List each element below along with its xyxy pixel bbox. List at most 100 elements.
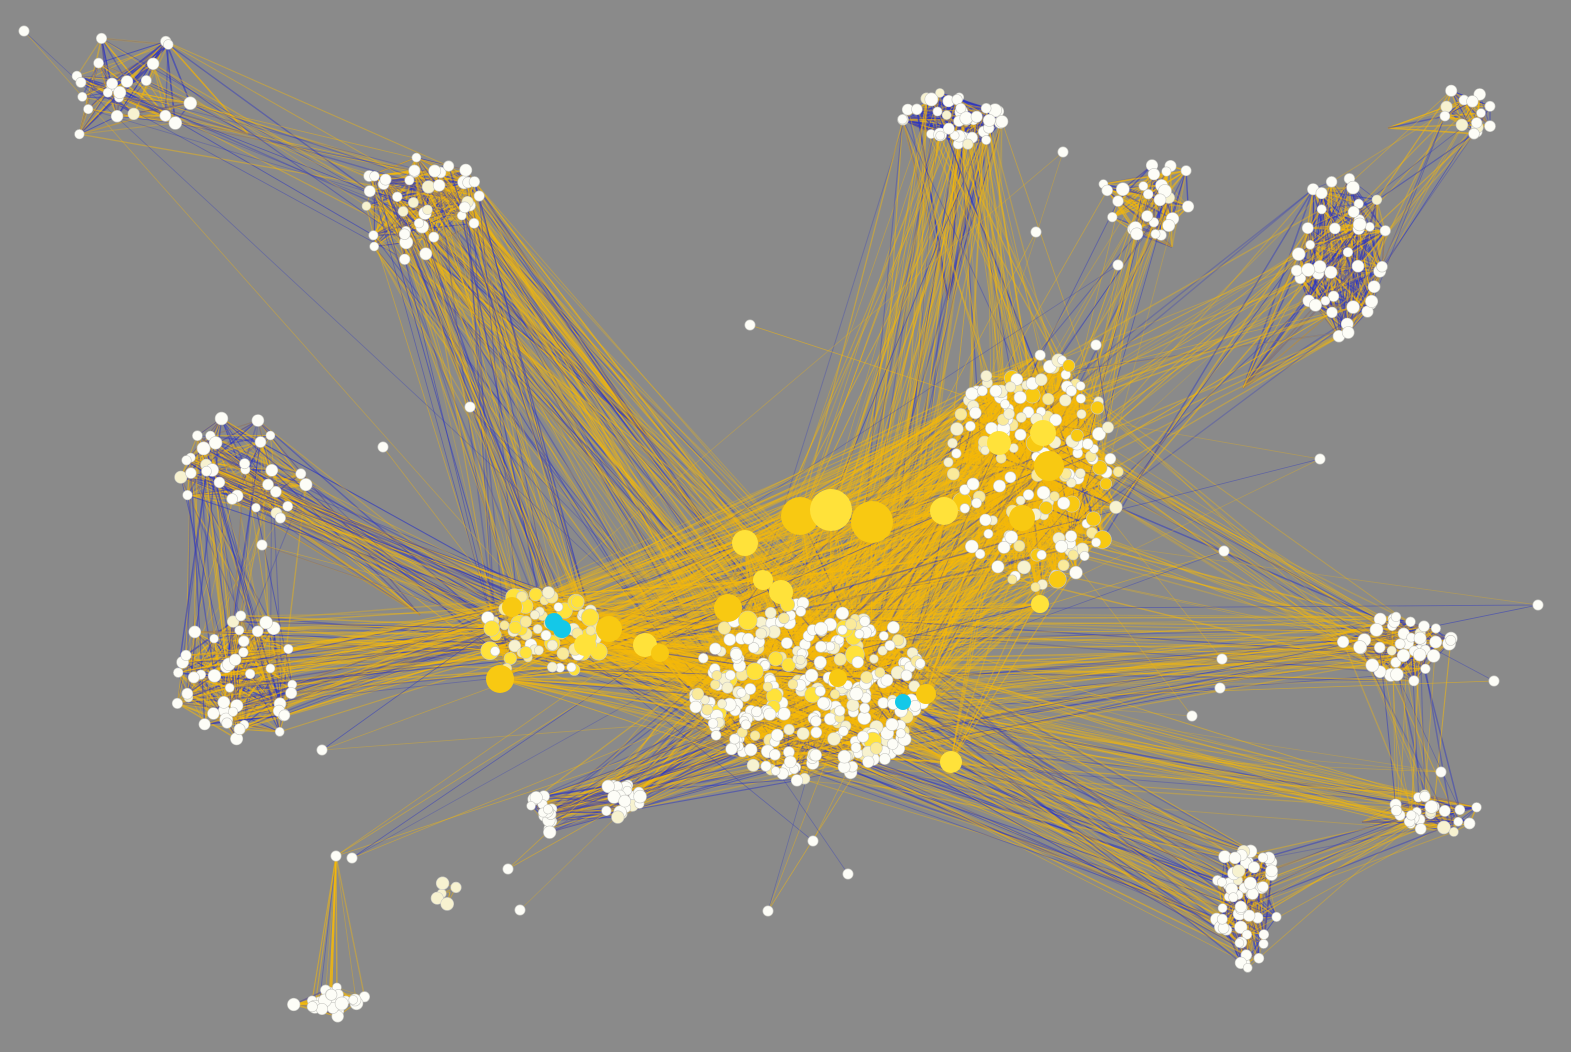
graph-edge bbox=[204, 675, 216, 725]
graph-edge bbox=[177, 702, 228, 724]
graph-edge bbox=[81, 43, 169, 98]
graph-edge bbox=[231, 498, 421, 616]
graph-edge bbox=[79, 115, 118, 135]
graph-edge bbox=[259, 441, 269, 485]
graph-edge bbox=[901, 119, 949, 301]
graph-edge bbox=[101, 37, 249, 135]
graph-edge bbox=[413, 170, 463, 217]
graph-edge bbox=[1103, 183, 1173, 220]
graph-edge bbox=[119, 91, 166, 117]
graph-edge bbox=[165, 41, 192, 104]
graph-edge bbox=[234, 659, 281, 705]
graph-edge bbox=[424, 169, 467, 214]
graph-edge bbox=[440, 172, 649, 438]
graph-edge bbox=[236, 684, 293, 707]
graph-edge bbox=[947, 120, 990, 301]
graph-edge bbox=[186, 420, 259, 461]
graph-edge bbox=[146, 80, 191, 104]
graph-edge bbox=[205, 420, 259, 466]
graph-edge bbox=[947, 131, 985, 301]
graph-edge bbox=[118, 41, 167, 98]
graph-edge bbox=[231, 498, 421, 616]
graph-edge bbox=[214, 639, 521, 677]
graph-edge bbox=[243, 420, 259, 464]
graph-edge bbox=[188, 673, 251, 699]
graph-edge bbox=[1160, 197, 1170, 236]
graph-edge bbox=[272, 628, 281, 704]
graph-edge bbox=[210, 435, 302, 475]
graph-edge bbox=[243, 640, 289, 650]
graph-edge bbox=[236, 615, 242, 739]
graph-edge bbox=[204, 639, 521, 725]
graph-edge bbox=[385, 169, 466, 181]
graph-edge bbox=[133, 102, 191, 115]
graph-edge bbox=[190, 102, 249, 135]
graph-edge bbox=[101, 37, 169, 45]
graph-edge bbox=[365, 205, 374, 236]
graph-edge bbox=[133, 113, 249, 135]
graph-edge bbox=[194, 631, 285, 716]
graph-edge bbox=[164, 41, 177, 124]
graph-edge bbox=[463, 181, 649, 438]
graph-edge bbox=[203, 447, 301, 475]
graph-edge bbox=[101, 37, 169, 46]
graph-edge bbox=[76, 43, 169, 77]
graph-edge bbox=[76, 38, 103, 77]
graph-edge bbox=[200, 638, 215, 675]
graph-edge bbox=[117, 115, 176, 124]
graph-edge bbox=[221, 418, 421, 616]
graph-edge bbox=[221, 417, 261, 443]
graph-edge bbox=[187, 484, 269, 496]
graph-edge bbox=[210, 420, 259, 437]
graph-edge bbox=[180, 476, 233, 500]
graph-edge bbox=[947, 127, 990, 301]
graph-edge bbox=[210, 420, 259, 437]
graph-edge bbox=[215, 442, 272, 471]
graph-edge bbox=[433, 182, 469, 238]
graph-edge bbox=[240, 615, 521, 641]
graph-edge bbox=[1103, 170, 1187, 185]
graph-edge bbox=[186, 441, 261, 462]
graph-edge bbox=[152, 63, 167, 116]
graph-edge bbox=[107, 92, 249, 135]
graph-edge bbox=[272, 628, 281, 704]
graph-edge bbox=[187, 693, 227, 720]
graph-edge bbox=[186, 419, 259, 461]
graph-edge bbox=[81, 62, 100, 98]
graph-edge bbox=[98, 41, 166, 64]
graph-edge bbox=[1111, 184, 1163, 218]
graph-edge bbox=[1172, 170, 1187, 219]
graph-edge bbox=[100, 37, 167, 117]
graph-edge bbox=[186, 666, 227, 695]
graph-edge bbox=[438, 184, 475, 224]
graph-edge bbox=[111, 83, 249, 135]
graph-edge bbox=[1117, 199, 1161, 202]
graph-edge bbox=[177, 702, 228, 724]
graph-edge bbox=[416, 157, 466, 171]
graph-edge bbox=[133, 113, 249, 135]
graph-edge bbox=[111, 40, 167, 85]
graph-edge bbox=[197, 435, 421, 616]
graph-edge bbox=[374, 170, 415, 177]
graph-edge bbox=[408, 179, 649, 438]
graph-edge bbox=[902, 100, 949, 120]
graph-edge bbox=[473, 222, 649, 438]
graph-edge bbox=[82, 96, 191, 104]
graph-edge bbox=[220, 418, 246, 465]
graph-edge bbox=[177, 640, 245, 674]
graph-edge bbox=[116, 80, 147, 117]
graph-edge bbox=[1117, 200, 1189, 208]
graph-edge bbox=[205, 420, 259, 466]
graph-edge bbox=[187, 687, 230, 695]
graph-edge bbox=[118, 96, 191, 104]
graph-edge bbox=[249, 673, 281, 733]
graph-edge bbox=[383, 183, 426, 214]
graph-edge bbox=[250, 639, 521, 675]
graph-edge bbox=[194, 631, 231, 689]
graph-edge bbox=[1122, 188, 1156, 235]
graph-edge bbox=[204, 714, 285, 725]
graph-edge bbox=[188, 696, 225, 712]
graph-edge bbox=[226, 639, 521, 668]
